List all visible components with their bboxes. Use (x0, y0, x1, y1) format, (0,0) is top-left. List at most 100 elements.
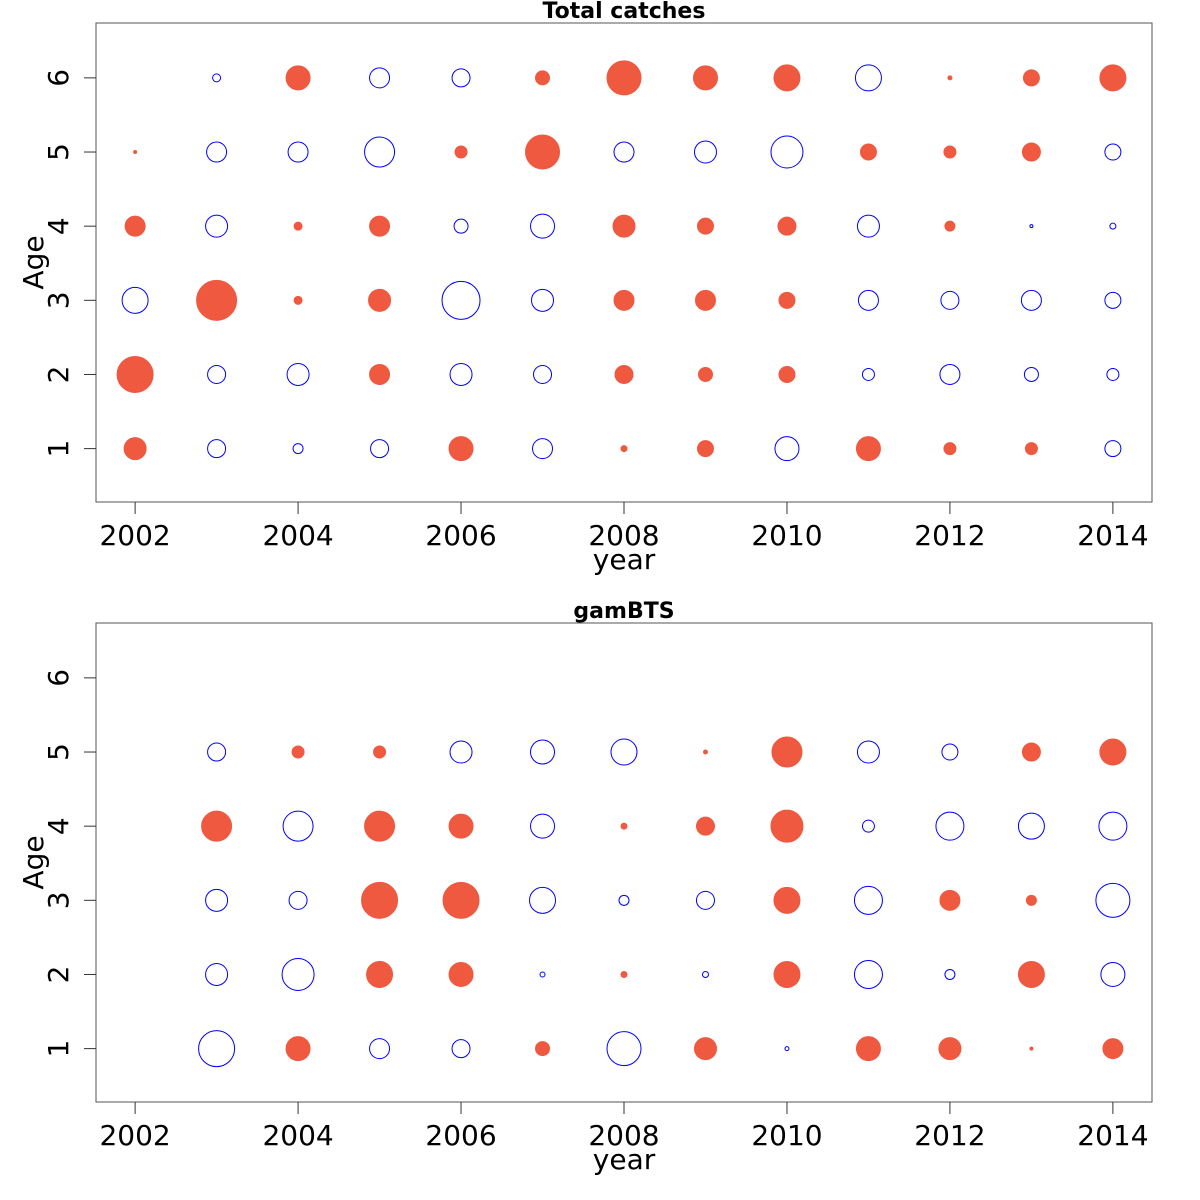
bubble (529, 886, 557, 914)
bubble (449, 362, 473, 386)
bubble (697, 366, 713, 382)
bubble (778, 291, 796, 309)
bubble (1025, 894, 1037, 906)
bubble (1104, 291, 1122, 309)
bubble (853, 959, 883, 989)
x-tick-label: 2012 (914, 1119, 985, 1152)
bubble (293, 295, 303, 305)
y-tick-label: 4 (42, 217, 75, 235)
bubble (613, 289, 635, 311)
bubble (855, 436, 881, 462)
bubble (773, 886, 801, 914)
x-axis-label: year (593, 1143, 656, 1176)
bubble (1109, 222, 1117, 230)
bubble (292, 443, 304, 455)
bubble (448, 436, 474, 462)
bubble (366, 960, 394, 988)
x-tick-label: 2002 (99, 1119, 170, 1152)
bubble (1098, 811, 1128, 841)
bubble (1104, 143, 1122, 161)
bubble (855, 1036, 881, 1062)
bubble (770, 809, 804, 843)
bubble (947, 75, 953, 81)
bubble (449, 740, 473, 764)
bubble (773, 64, 801, 92)
bubble (859, 143, 877, 161)
y-tick-label: 6 (42, 69, 75, 87)
bubble (702, 749, 708, 755)
y-tick-label: 6 (42, 669, 75, 687)
bubble (116, 355, 154, 393)
bubble (610, 738, 638, 766)
bubble (1021, 142, 1041, 162)
bubble (693, 1037, 717, 1061)
bubble (196, 279, 238, 321)
bubble (451, 68, 471, 88)
bubble (1017, 812, 1045, 840)
bubble (774, 436, 800, 462)
bubble (1100, 961, 1126, 987)
bubble (525, 134, 561, 170)
bubble (854, 64, 882, 92)
bubble (613, 141, 635, 163)
bubble (448, 961, 474, 987)
chart-title: gamBTS (573, 599, 674, 624)
bubble (285, 1036, 311, 1062)
x-tick-label: 2008 (588, 519, 659, 552)
y-tick-label: 5 (42, 743, 75, 761)
bubble (369, 67, 391, 89)
bubble (205, 888, 229, 912)
x-tick-label: 2006 (425, 1119, 496, 1152)
y-axis-label: Age (17, 235, 50, 289)
bubble (206, 141, 228, 163)
bubble (442, 881, 480, 919)
bubble (853, 885, 883, 915)
x-tick-label: 2010 (751, 519, 822, 552)
bubble (123, 437, 147, 461)
x-tick-label: 2010 (751, 1119, 822, 1152)
bubble (692, 65, 718, 91)
bubble (938, 1037, 962, 1061)
bubble (693, 140, 717, 164)
bubble (1021, 742, 1041, 762)
bubble (694, 289, 716, 311)
bubble (369, 363, 391, 385)
bubble (1104, 440, 1122, 458)
bubble (1106, 367, 1120, 381)
x-tick-label: 2002 (99, 519, 170, 552)
bubble (943, 145, 957, 159)
bubble (369, 215, 391, 237)
bubble (364, 810, 396, 842)
bubble (940, 290, 960, 310)
bubble (784, 1046, 790, 1052)
bubble (454, 145, 468, 159)
bubble (861, 367, 875, 381)
bubble (539, 971, 546, 978)
bubble (944, 220, 956, 232)
y-tick-label: 3 (42, 291, 75, 309)
bubble (453, 218, 469, 234)
bubble (293, 221, 303, 231)
bubble (1017, 960, 1045, 988)
x-tick-label: 2008 (588, 1119, 659, 1152)
bubble (777, 216, 797, 236)
bubble (201, 810, 233, 842)
bubble (1099, 64, 1127, 92)
y-tick-label: 3 (42, 891, 75, 909)
bubble (535, 70, 551, 86)
bubble (291, 745, 305, 759)
chart-title: Total catches (543, 0, 706, 24)
x-tick-label: 2006 (425, 519, 496, 552)
bubble (288, 890, 308, 910)
y-tick-label: 2 (42, 966, 75, 984)
bubble (861, 819, 875, 833)
bubble (535, 1041, 551, 1057)
bubble (941, 743, 959, 761)
x-tick-label: 2014 (1077, 1119, 1148, 1152)
bubble (620, 445, 628, 453)
bubble (285, 65, 311, 91)
y-tick-label: 2 (42, 366, 75, 384)
bubble (1029, 224, 1034, 229)
bubble (364, 136, 396, 168)
